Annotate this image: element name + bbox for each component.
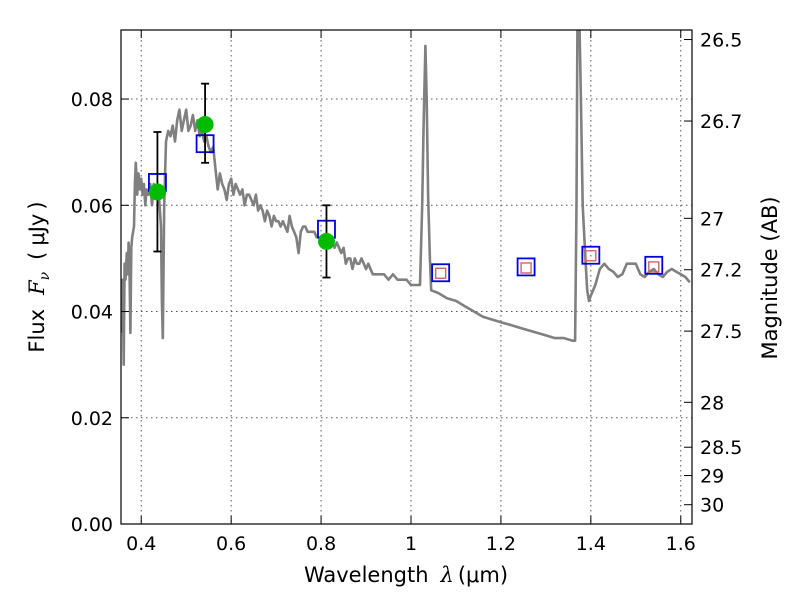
y-tick-label: 0.08 — [71, 89, 113, 111]
inner-marker-square — [520, 262, 532, 274]
y-tick-label: 0.00 — [71, 514, 113, 536]
plot-contents — [121, 30, 691, 366]
model-sed-line — [121, 30, 691, 366]
x-axis-label: Wavelength λ (μm) — [304, 563, 508, 587]
y2-tick-label: 27.2 — [700, 260, 742, 282]
model-photometry-square — [581, 245, 601, 265]
x-tick-label: 0.8 — [306, 533, 336, 555]
observed-data-point — [317, 232, 335, 250]
observed-data-point — [196, 116, 214, 134]
y-tick-label: 0.04 — [71, 302, 113, 324]
y-axis-subscript: ν — [37, 271, 53, 280]
y-axis-label-text: Flux — [25, 309, 49, 353]
y2-tick-label: 29 — [700, 466, 724, 488]
plot-area — [121, 30, 691, 366]
x-tick-label: 1.2 — [486, 533, 516, 555]
x-tick-label: 1 — [405, 533, 417, 555]
y-tick-label: 0.02 — [71, 408, 113, 430]
y-axis-label: Flux Fν ( μJy) — [25, 201, 53, 352]
axis-ticks: 0.4 0.6 0.8 1 1.2 1.4 1.6 0.00 0.02 0.04 0.06 0.08 2… — [71, 30, 743, 555]
model-photometry-square — [644, 255, 664, 275]
y2-axis-label: Magnitude (AB) — [758, 196, 782, 359]
y-axis-paren-open: ( — [25, 252, 49, 260]
x-tick-label: 1.6 — [666, 533, 696, 555]
y-axis-symbol: F — [25, 279, 49, 296]
inner-marker-square — [648, 261, 660, 273]
y2-tick-label: 26.7 — [700, 111, 742, 133]
inner-marker-square — [585, 250, 597, 262]
plot-frame — [120, 29, 693, 525]
observed-data-point — [148, 183, 166, 201]
y-axis-paren-close: ) — [25, 201, 49, 209]
y-axis-unit: μJy — [25, 214, 49, 246]
grid-lines — [121, 30, 692, 524]
x-axis-unit: (μm) — [458, 563, 508, 587]
y-tick-label: 0.06 — [71, 195, 113, 217]
y2-tick-label: 27 — [700, 208, 724, 230]
y2-tick-label: 26.5 — [700, 30, 742, 52]
model-photometry-square — [431, 263, 451, 283]
x-tick-label: 1.4 — [576, 533, 606, 555]
y2-tick-label: 28.5 — [700, 437, 742, 459]
y2-tick-label: 28 — [700, 392, 724, 414]
x-axis-label-text: Wavelength — [304, 563, 429, 587]
y2-tick-label: 30 — [700, 495, 724, 517]
x-tick-label: 0.6 — [216, 533, 246, 555]
x-axis-symbol: λ — [440, 563, 454, 587]
x-tick-label: 0.4 — [126, 533, 156, 555]
y2-tick-label: 27.5 — [700, 321, 742, 343]
inner-marker-square — [434, 267, 447, 279]
model-photometry-square — [516, 257, 536, 277]
